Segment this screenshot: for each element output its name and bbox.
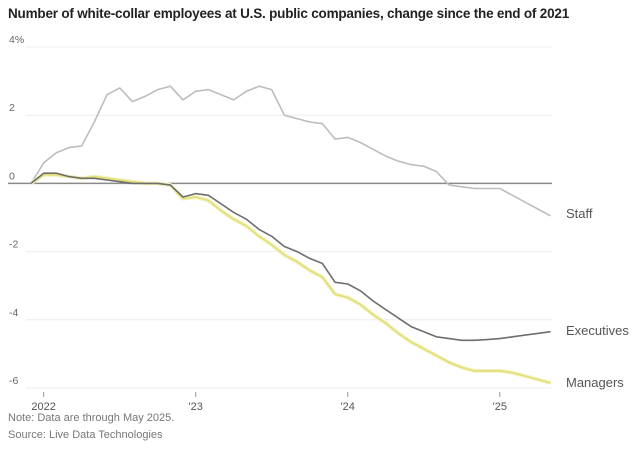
chart-title: Number of white-collar employees at U.S.… — [8, 6, 570, 21]
y-tick-label: -6 — [9, 375, 18, 387]
series-label-executives: Executives — [566, 323, 629, 338]
y-tick-label: -2 — [9, 239, 18, 251]
x-tick-label: 2022 — [31, 401, 55, 413]
y-tick-label: 0 — [9, 170, 15, 182]
series-line-executives — [30, 172, 551, 342]
series-labels: Staff Executives Managers — [566, 206, 629, 390]
gridlines — [8, 46, 552, 389]
series-label-managers: Managers — [566, 375, 624, 390]
series-line-managers — [30, 174, 551, 384]
x-tick-label: '25 — [493, 401, 507, 413]
series-line-staff — [30, 85, 551, 217]
y-axis-ticks: 4% 2 0 -2 -4 -6 — [9, 34, 24, 387]
y-tick-label: -4 — [9, 307, 18, 319]
chart-source: Source: Live Data Technologies — [8, 429, 163, 441]
y-tick-label: 4% — [9, 34, 24, 46]
chart-note: Note: Data are through May 2025. — [8, 412, 175, 424]
x-axis: 2022 '23 '24 '25 — [31, 392, 507, 413]
x-tick-label: '23 — [189, 401, 203, 413]
series-label-staff: Staff — [566, 206, 593, 221]
x-tick-label: '24 — [341, 401, 355, 413]
series-lines — [29, 85, 552, 385]
y-tick-label: 2 — [9, 102, 15, 114]
